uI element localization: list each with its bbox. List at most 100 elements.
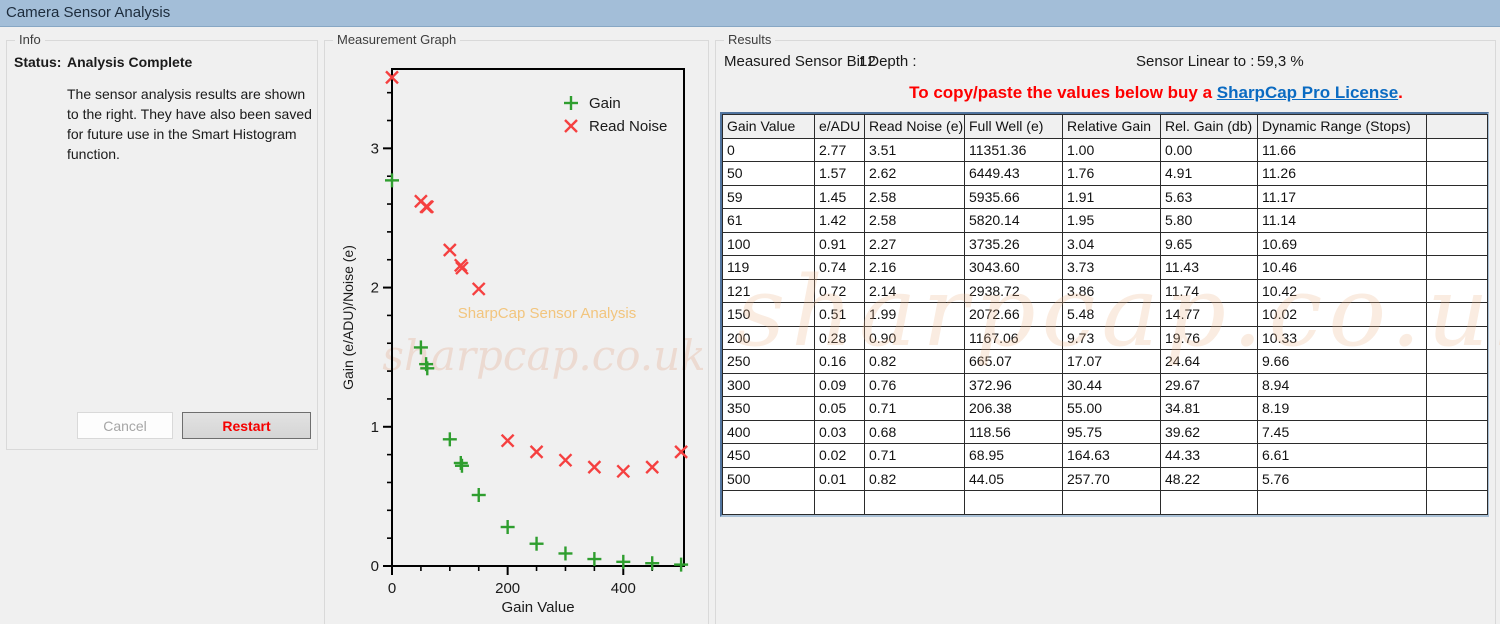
table-cell[interactable]: 350: [722, 396, 815, 421]
table-cell[interactable]: 5.48: [1062, 302, 1161, 327]
table-cell[interactable]: 3735.26: [964, 231, 1063, 256]
sharpcap-pro-license-link[interactable]: SharpCap Pro License: [1216, 83, 1399, 102]
table-cell[interactable]: 372.96: [964, 372, 1063, 397]
restart-button[interactable]: Restart: [182, 412, 311, 439]
table-cell[interactable]: 6.61: [1257, 443, 1427, 468]
table-cell[interactable]: 1.99: [864, 302, 965, 327]
table-cell[interactable]: 68.95: [964, 443, 1063, 468]
table-cell[interactable]: [1426, 161, 1488, 186]
table-cell[interactable]: 0.16: [814, 349, 865, 374]
table-cell[interactable]: 2072.66: [964, 302, 1063, 327]
table-cell[interactable]: [964, 490, 1063, 515]
table-cell[interactable]: 11.74: [1160, 278, 1258, 303]
table-cell[interactable]: 0.74: [814, 255, 865, 280]
table-cell[interactable]: 200: [722, 325, 815, 350]
table-cell[interactable]: 0.72: [814, 278, 865, 303]
table-cell[interactable]: 2.77: [814, 137, 865, 162]
table-cell[interactable]: 1.95: [1062, 208, 1161, 233]
table-cell[interactable]: 7.45: [1257, 419, 1427, 444]
table-cell[interactable]: 48.22: [1160, 466, 1258, 491]
table-cell[interactable]: [1426, 208, 1488, 233]
window-titlebar[interactable]: Camera Sensor Analysis: [0, 0, 1500, 27]
table-cell[interactable]: 2.58: [864, 208, 965, 233]
table-cell[interactable]: 0.90: [864, 325, 965, 350]
table-cell[interactable]: 0.82: [864, 349, 965, 374]
table-cell[interactable]: 34.81: [1160, 396, 1258, 421]
table-cell[interactable]: 118.56: [964, 419, 1063, 444]
table-cell[interactable]: 100: [722, 231, 815, 256]
table-cell[interactable]: [1257, 490, 1427, 515]
table-cell[interactable]: 5935.66: [964, 184, 1063, 209]
table-cell[interactable]: 206.38: [964, 396, 1063, 421]
table-cell[interactable]: [1426, 443, 1488, 468]
table-cell[interactable]: 39.62: [1160, 419, 1258, 444]
cancel-button[interactable]: Cancel: [77, 412, 173, 439]
table-cell[interactable]: [1426, 325, 1488, 350]
table-cell[interactable]: 164.63: [1062, 443, 1161, 468]
table-cell[interactable]: 17.07: [1062, 349, 1161, 374]
table-cell[interactable]: 24.64: [1160, 349, 1258, 374]
table-cell[interactable]: 11.66: [1257, 137, 1427, 162]
column-header-full-well-e[interactable]: Full Well (e): [964, 114, 1063, 139]
table-cell[interactable]: 9.66: [1257, 349, 1427, 374]
table-cell[interactable]: [1426, 302, 1488, 327]
table-cell[interactable]: 5820.14: [964, 208, 1063, 233]
table-cell[interactable]: 11351.36: [964, 137, 1063, 162]
column-header-e-adu[interactable]: e/ADU: [814, 114, 865, 139]
table-cell[interactable]: 0.09: [814, 372, 865, 397]
table-cell[interactable]: 0.02: [814, 443, 865, 468]
table-cell[interactable]: 4.91: [1160, 161, 1258, 186]
column-header-rel-gain-db[interactable]: Rel. Gain (db): [1160, 114, 1258, 139]
table-cell[interactable]: 0.71: [864, 396, 965, 421]
table-cell[interactable]: 300: [722, 372, 815, 397]
table-cell[interactable]: 11.14: [1257, 208, 1427, 233]
table-cell[interactable]: [1426, 255, 1488, 280]
table-cell[interactable]: 1167.06: [964, 325, 1063, 350]
table-cell[interactable]: 0.03: [814, 419, 865, 444]
table-cell[interactable]: 400: [722, 419, 815, 444]
table-cell[interactable]: 19.76: [1160, 325, 1258, 350]
table-cell[interactable]: 95.75: [1062, 419, 1161, 444]
table-cell[interactable]: 450: [722, 443, 815, 468]
table-cell[interactable]: 0.71: [864, 443, 965, 468]
table-cell[interactable]: 0.00: [1160, 137, 1258, 162]
table-cell[interactable]: 2.62: [864, 161, 965, 186]
table-cell[interactable]: 5.80: [1160, 208, 1258, 233]
table-cell[interactable]: 55.00: [1062, 396, 1161, 421]
table-cell[interactable]: [864, 490, 965, 515]
table-cell[interactable]: 1.57: [814, 161, 865, 186]
table-cell[interactable]: 30.44: [1062, 372, 1161, 397]
table-cell[interactable]: 2.16: [864, 255, 965, 280]
table-cell[interactable]: [1426, 184, 1488, 209]
table-cell[interactable]: 665.07: [964, 349, 1063, 374]
table-cell[interactable]: 2.58: [864, 184, 965, 209]
table-cell[interactable]: 119: [722, 255, 815, 280]
table-cell[interactable]: 0.01: [814, 466, 865, 491]
table-cell[interactable]: [1426, 231, 1488, 256]
table-cell[interactable]: [1426, 137, 1488, 162]
table-cell[interactable]: 10.69: [1257, 231, 1427, 256]
table-cell[interactable]: 44.33: [1160, 443, 1258, 468]
table-cell[interactable]: 0: [722, 137, 815, 162]
table-cell[interactable]: [1426, 466, 1488, 491]
table-cell[interactable]: 1.45: [814, 184, 865, 209]
table-cell[interactable]: 44.05: [964, 466, 1063, 491]
table-cell[interactable]: 10.46: [1257, 255, 1427, 280]
table-cell[interactable]: 0.05: [814, 396, 865, 421]
table-cell[interactable]: 150: [722, 302, 815, 327]
column-header-relative-gain[interactable]: Relative Gain: [1062, 114, 1161, 139]
table-cell[interactable]: 0.68: [864, 419, 965, 444]
table-cell[interactable]: 5.76: [1257, 466, 1427, 491]
table-cell[interactable]: 0.51: [814, 302, 865, 327]
table-cell[interactable]: 11.26: [1257, 161, 1427, 186]
table-cell[interactable]: 6449.43: [964, 161, 1063, 186]
table-cell[interactable]: 3.04: [1062, 231, 1161, 256]
table-cell[interactable]: 5.63: [1160, 184, 1258, 209]
table-cell[interactable]: 11.17: [1257, 184, 1427, 209]
table-cell[interactable]: 2.14: [864, 278, 965, 303]
table-cell[interactable]: 10.42: [1257, 278, 1427, 303]
table-cell[interactable]: 0.82: [864, 466, 965, 491]
table-cell[interactable]: 3.86: [1062, 278, 1161, 303]
table-cell[interactable]: 3.73: [1062, 255, 1161, 280]
table-cell[interactable]: 1.91: [1062, 184, 1161, 209]
